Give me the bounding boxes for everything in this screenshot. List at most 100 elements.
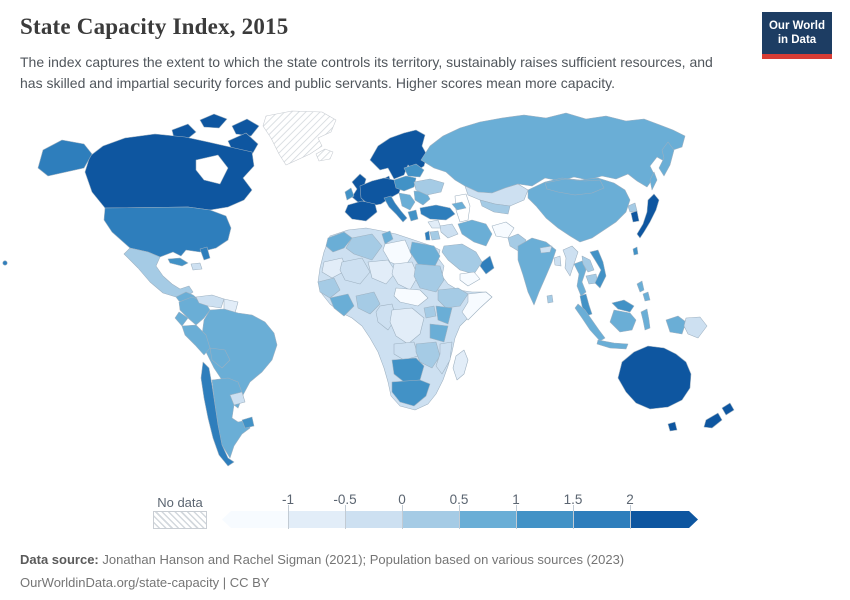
country-ethiopia[interactable] bbox=[437, 287, 469, 309]
country-peru[interactable] bbox=[181, 324, 211, 356]
country-alaska[interactable] bbox=[37, 139, 93, 177]
country-greenland[interactable] bbox=[262, 110, 337, 166]
country-venezuela[interactable] bbox=[195, 294, 225, 309]
region-kamchatka[interactable] bbox=[658, 141, 675, 177]
country-greece[interactable] bbox=[407, 209, 419, 222]
country-mexico[interactable] bbox=[123, 247, 194, 298]
region-ghana-ivory-coast[interactable] bbox=[329, 293, 355, 317]
region-belarus-baltics[interactable] bbox=[403, 163, 425, 178]
region-borneo-malaysia[interactable] bbox=[611, 299, 635, 313]
country-ukraine[interactable] bbox=[413, 178, 445, 196]
region-sulawesi[interactable] bbox=[640, 308, 651, 331]
country-niger[interactable] bbox=[367, 259, 397, 285]
country-uruguay[interactable] bbox=[241, 416, 255, 429]
country-ireland[interactable] bbox=[344, 187, 355, 201]
country-canada-arctic-2[interactable] bbox=[231, 118, 260, 137]
legend-bin-05-1[interactable] bbox=[459, 511, 516, 528]
country-vietnam[interactable] bbox=[589, 249, 607, 289]
region-new-guinea-west[interactable] bbox=[665, 315, 687, 335]
country-kenya[interactable] bbox=[435, 305, 453, 325]
country-south-korea[interactable] bbox=[630, 210, 640, 223]
country-papua-new-guinea[interactable] bbox=[683, 316, 708, 339]
country-jordan[interactable] bbox=[429, 230, 441, 241]
country-cuba[interactable] bbox=[167, 257, 189, 267]
country-mongolia[interactable] bbox=[544, 178, 605, 196]
country-canada-arctic-1[interactable] bbox=[199, 113, 228, 129]
country-myanmar[interactable] bbox=[562, 245, 579, 277]
country-usa-hawaii[interactable] bbox=[2, 260, 8, 266]
country-angola[interactable] bbox=[393, 341, 419, 361]
country-philippines[interactable] bbox=[636, 280, 651, 302]
region-java[interactable] bbox=[596, 339, 629, 350]
region-sakhalin[interactable] bbox=[649, 171, 658, 191]
legend-bin-15-2[interactable] bbox=[573, 511, 630, 528]
country-mali[interactable] bbox=[339, 257, 371, 285]
country-canada[interactable] bbox=[84, 133, 255, 211]
legend-bin-lt-minus1[interactable] bbox=[222, 511, 288, 528]
country-tanzania[interactable] bbox=[429, 323, 449, 343]
country-north-korea[interactable] bbox=[627, 202, 638, 213]
country-drc[interactable] bbox=[389, 307, 425, 345]
country-bangladesh[interactable] bbox=[553, 255, 562, 267]
country-sudan[interactable] bbox=[413, 263, 445, 293]
country-italy[interactable] bbox=[383, 195, 408, 223]
legend-bin-gt-2[interactable] bbox=[630, 511, 698, 528]
country-yemen[interactable] bbox=[459, 271, 481, 287]
region-tasmania[interactable] bbox=[667, 421, 678, 432]
country-tunisia[interactable] bbox=[381, 230, 394, 245]
country-israel[interactable] bbox=[424, 230, 431, 241]
country-new-zealand-south[interactable] bbox=[703, 412, 723, 429]
region-iberia[interactable] bbox=[344, 200, 378, 222]
country-chile[interactable] bbox=[200, 361, 235, 467]
country-afghanistan[interactable] bbox=[491, 221, 515, 239]
country-new-zealand-north[interactable] bbox=[721, 402, 735, 416]
country-sri-lanka[interactable] bbox=[546, 294, 554, 304]
country-bolivia[interactable] bbox=[209, 347, 231, 369]
region-car-south-sudan[interactable] bbox=[393, 287, 429, 307]
country-morocco[interactable] bbox=[325, 231, 353, 253]
region-sumatra[interactable] bbox=[574, 303, 606, 342]
country-turkey[interactable] bbox=[419, 204, 456, 221]
country-usa-florida[interactable] bbox=[199, 246, 211, 261]
legend-bin-minus05-0[interactable] bbox=[345, 511, 402, 528]
country-syria[interactable] bbox=[427, 219, 442, 229]
region-zambia-zimbabwe[interactable] bbox=[415, 341, 441, 369]
country-paraguay[interactable] bbox=[229, 391, 246, 406]
country-uganda[interactable] bbox=[423, 305, 437, 319]
country-usa[interactable] bbox=[103, 206, 232, 258]
region-balkans[interactable] bbox=[398, 192, 416, 211]
country-hispaniola[interactable] bbox=[190, 262, 203, 271]
region-borneo-indonesia[interactable] bbox=[609, 309, 637, 333]
country-saudi-arabia[interactable] bbox=[441, 243, 483, 275]
region-west-africa[interactable] bbox=[317, 277, 341, 299]
region-central-europe[interactable] bbox=[393, 175, 417, 192]
country-somalia[interactable] bbox=[461, 291, 493, 321]
owid-logo[interactable]: Our World in Data bbox=[762, 12, 832, 59]
country-iraq[interactable] bbox=[439, 223, 459, 239]
country-china[interactable] bbox=[527, 177, 631, 243]
country-nigeria[interactable] bbox=[355, 291, 381, 315]
country-algeria[interactable] bbox=[345, 233, 383, 261]
region-central-asia[interactable] bbox=[479, 199, 511, 215]
country-south-africa[interactable] bbox=[391, 379, 431, 407]
country-kazakhstan[interactable] bbox=[464, 183, 529, 207]
owid-link-line[interactable]: OurWorldinData.org/state-capacity | CC B… bbox=[20, 574, 270, 590]
country-japan[interactable] bbox=[636, 193, 660, 239]
country-madagascar[interactable] bbox=[452, 349, 469, 381]
country-brazil[interactable] bbox=[201, 308, 278, 409]
country-laos[interactable] bbox=[581, 255, 595, 273]
country-mozambique[interactable] bbox=[435, 341, 453, 375]
country-india[interactable] bbox=[517, 237, 557, 306]
country-taiwan[interactable] bbox=[632, 246, 639, 256]
legend-bin-0-05[interactable] bbox=[402, 511, 459, 528]
region-malay-peninsula[interactable] bbox=[579, 293, 593, 317]
region-caucasus[interactable] bbox=[451, 201, 467, 211]
country-nepal[interactable] bbox=[539, 245, 553, 254]
country-iceland[interactable] bbox=[315, 148, 334, 162]
legend-bin-minus1-minus05[interactable] bbox=[288, 511, 345, 528]
legend-no-data-swatch[interactable] bbox=[153, 511, 207, 529]
legend-bin-1-15[interactable] bbox=[516, 511, 573, 528]
country-australia[interactable] bbox=[617, 345, 692, 410]
country-iran[interactable] bbox=[457, 219, 493, 247]
country-mauritania[interactable] bbox=[321, 257, 348, 279]
